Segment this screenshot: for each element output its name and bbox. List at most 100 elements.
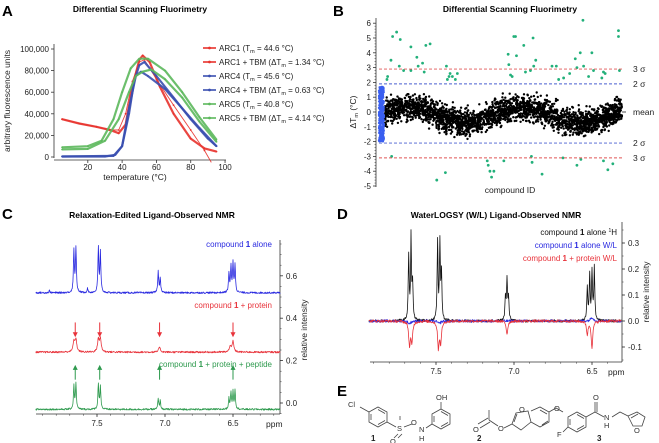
compound-point xyxy=(578,122,581,126)
compound-point xyxy=(539,107,542,111)
compound-point xyxy=(494,111,497,115)
hit-point xyxy=(488,169,492,173)
compound-point xyxy=(484,130,487,134)
compound-point xyxy=(560,126,563,129)
compound-point xyxy=(513,98,517,101)
compound-point xyxy=(591,117,595,120)
compound-point xyxy=(524,119,528,123)
compound-point xyxy=(492,118,495,122)
compound-point xyxy=(445,114,449,118)
compound-point xyxy=(423,105,427,108)
compound-point xyxy=(495,101,498,105)
compound-point xyxy=(582,122,586,125)
compound-point xyxy=(425,119,428,122)
compound-point xyxy=(521,105,524,109)
compound-point xyxy=(556,127,559,130)
compound-point xyxy=(558,121,561,125)
legend-text: ARC5 (T xyxy=(219,100,250,109)
compound-point xyxy=(386,112,389,115)
compound-point xyxy=(601,116,604,119)
compound-point xyxy=(528,97,531,100)
data-point xyxy=(181,91,184,94)
compound-point xyxy=(402,111,406,114)
compound-point xyxy=(581,125,585,128)
compound-point xyxy=(428,95,431,98)
atom-cl: Cl xyxy=(348,400,355,409)
compound-point xyxy=(387,107,390,110)
hit-point xyxy=(602,159,605,163)
compound-point xyxy=(385,96,388,99)
compound-point xyxy=(554,99,558,103)
compound-point xyxy=(390,107,393,111)
hit-point xyxy=(540,172,544,176)
compound-point xyxy=(532,106,536,109)
compound-point xyxy=(540,110,544,114)
compound-point xyxy=(589,117,592,121)
compound-point xyxy=(504,99,507,102)
compound-point xyxy=(460,113,463,116)
compound-point xyxy=(495,123,498,127)
compound-point xyxy=(467,109,470,112)
compound-point xyxy=(405,106,409,109)
compound-point xyxy=(485,119,489,122)
compound-point xyxy=(543,112,547,115)
legend-text: ARC4 + TBM (ΔT xyxy=(219,86,281,95)
control-point xyxy=(377,106,381,110)
compound-point xyxy=(521,114,524,118)
benzene-ring-1 xyxy=(368,406,388,428)
hit-point xyxy=(587,75,590,78)
panel-e-structures xyxy=(359,402,646,439)
compound-point xyxy=(525,109,528,113)
compound-point xyxy=(561,113,564,116)
hit-point xyxy=(562,76,566,80)
compound-point xyxy=(546,99,549,103)
compound-point xyxy=(433,110,436,113)
compound-point xyxy=(532,113,536,116)
compound-point xyxy=(534,111,537,114)
compound-point xyxy=(515,103,519,107)
compound-point xyxy=(557,131,560,134)
compound-point xyxy=(477,117,480,121)
compound-point xyxy=(571,115,574,119)
compound-point xyxy=(603,124,607,127)
compound-point xyxy=(434,107,437,110)
compound-point xyxy=(613,99,617,102)
compound-point xyxy=(606,118,609,121)
down-arrow-icon xyxy=(72,332,78,338)
hit-point xyxy=(395,30,399,34)
compound-point xyxy=(484,101,488,104)
compound-point xyxy=(441,111,444,114)
hit-point xyxy=(409,69,413,72)
atom-o: O xyxy=(411,418,417,427)
label-text: alone xyxy=(250,240,272,249)
compound-point xyxy=(421,111,424,114)
compound-point xyxy=(504,104,507,107)
compound-point xyxy=(604,103,608,106)
series-line-5 xyxy=(62,57,218,149)
compound-point xyxy=(438,118,441,122)
compound-point xyxy=(392,110,395,114)
y-tick-label: 2 xyxy=(367,78,372,87)
compound-point xyxy=(566,106,569,110)
benzo-ring-2 xyxy=(530,406,564,428)
compound-point xyxy=(502,103,505,106)
compound-point xyxy=(509,112,512,115)
compound-point xyxy=(420,118,423,121)
control-point xyxy=(382,116,385,119)
compound-number: 1 xyxy=(199,360,204,369)
control-point xyxy=(378,129,381,132)
panel-d-title: WaterLOGSY (W/L) Ligand-Observed NMR xyxy=(411,210,581,220)
compound-point xyxy=(493,97,497,100)
compound-point xyxy=(597,123,600,126)
data-point xyxy=(117,118,120,121)
y-tick-label: 20,000 xyxy=(25,131,50,140)
compound-point xyxy=(604,121,608,124)
hit-point xyxy=(617,29,620,32)
compound-point xyxy=(445,107,448,111)
compound-point xyxy=(472,111,475,115)
compound-point xyxy=(603,120,606,123)
compound-point xyxy=(618,115,621,119)
spectrum-label: compound 1 + protein W/L xyxy=(523,254,618,263)
compound-point xyxy=(572,131,575,134)
compound-point xyxy=(398,98,402,101)
